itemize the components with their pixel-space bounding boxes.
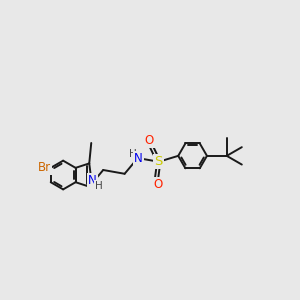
Text: H: H — [129, 148, 136, 159]
Text: H: H — [95, 181, 103, 191]
Text: O: O — [144, 134, 154, 147]
Text: Br: Br — [38, 161, 51, 174]
Text: S: S — [154, 155, 163, 168]
Text: N: N — [134, 152, 143, 165]
Text: O: O — [153, 178, 163, 191]
Text: N: N — [88, 174, 97, 187]
